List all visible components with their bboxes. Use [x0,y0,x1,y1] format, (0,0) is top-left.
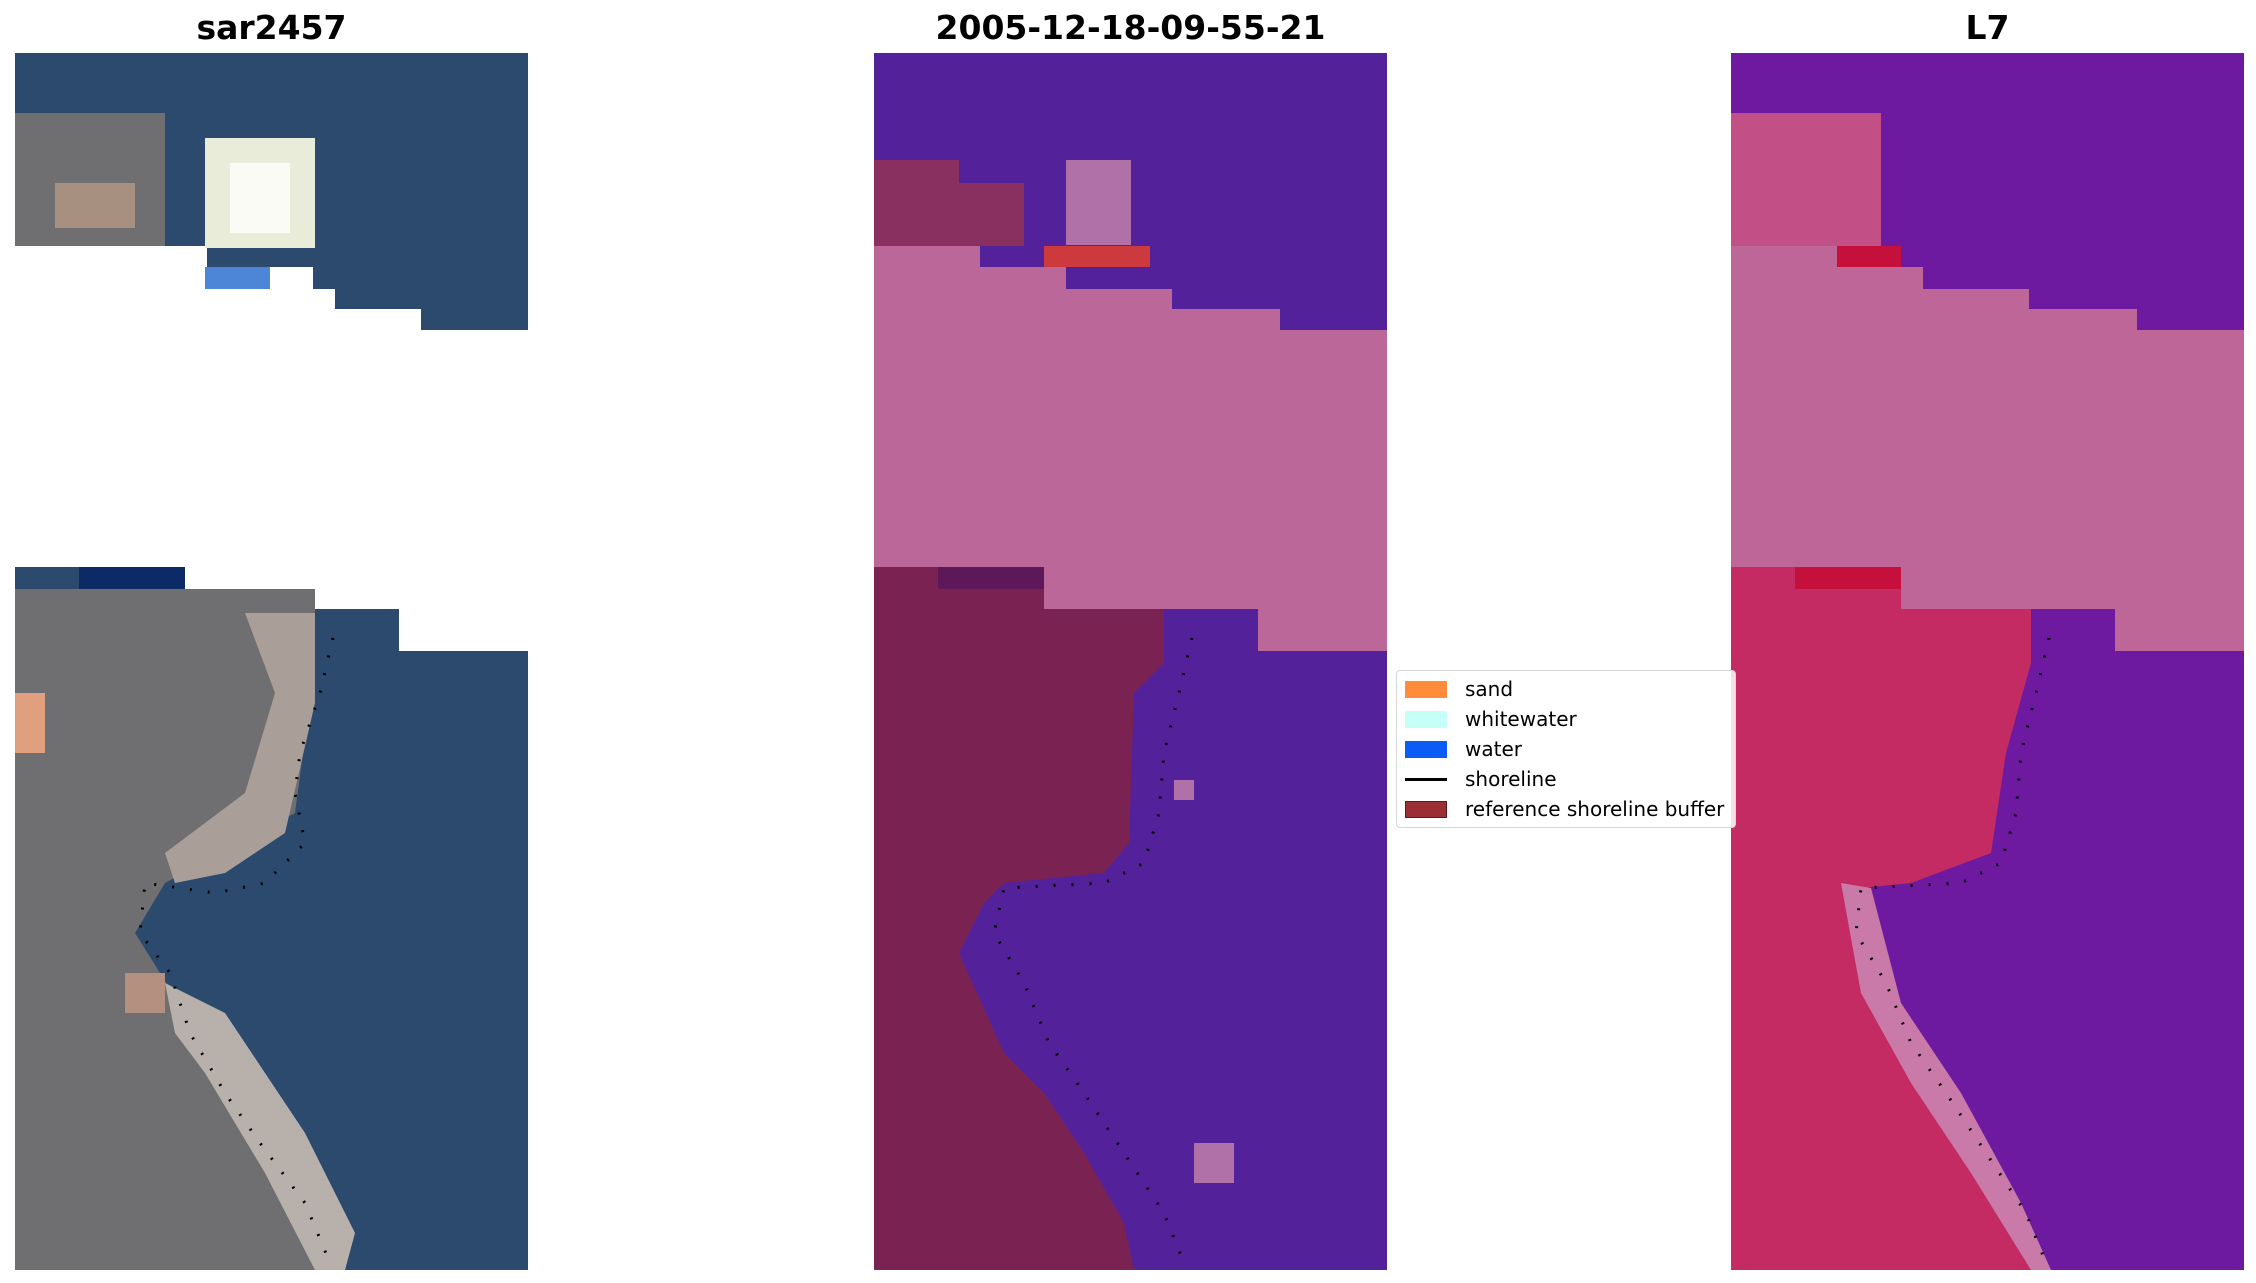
legend-line-shoreline [1405,777,1447,781]
class-small-patch-2 [1194,1143,1234,1183]
rgb-image [15,53,528,1270]
legend-swatch-reference-buffer [1405,800,1447,818]
rgb-blue-strip [205,267,270,289]
class-dark-strip [938,567,1044,589]
classified-image-panel [874,53,1387,1270]
panel-title-rgb: sar2457 [196,8,347,47]
nir-lower-land [1731,567,2031,1270]
nir-beach [1841,883,2051,1270]
legend-item-reference-buffer: reference shoreline buffer [1405,796,1724,822]
class-upper-land [874,160,1024,246]
rgb-lower-sand [165,613,315,883]
legend-swatch-whitewater [1405,710,1447,728]
rgb-beach-sand [165,983,355,1270]
class-lower-land [874,567,1164,1270]
nir-red-strip [1837,246,1901,267]
class-shoreline [992,637,1194,1264]
class-small-patch [1174,780,1194,800]
legend-label-reference-buffer: reference shoreline buffer [1465,797,1725,821]
rgb-image-panel [15,53,528,1270]
panel-title-classified: 2005-12-18-09-55-21 [935,8,1326,47]
class-buffer-band [874,246,1387,651]
legend-swatch-water [1405,740,1447,758]
rgb-sand-patch [55,183,135,228]
rgb-dark-strip [79,567,185,589]
rgb-bright-core [230,163,290,233]
legend-label-water: water [1465,737,1522,761]
class-pink-patch [1066,160,1131,245]
nir-upper-land [1731,113,1881,246]
nir-image-panel [1731,53,2244,1270]
legend-item-water: water [1405,736,1522,762]
legend-label-whitewater: whitewater [1465,707,1577,731]
nir-image [1731,53,2244,1270]
classified-image [874,53,1387,1270]
legend-item-sand: sand [1405,676,1513,702]
legend-label-shoreline: shoreline [1465,767,1557,791]
legend-label-sand: sand [1465,677,1514,701]
rgb-sand-spot [15,693,45,753]
rgb-sand-spot-2 [125,973,165,1013]
nir-red-strip-lower [1795,567,1901,589]
legend-swatch-sand [1405,680,1447,698]
legend-item-shoreline: shoreline [1405,766,1557,792]
nir-buffer-band [1731,246,2244,651]
class-sand-strip [1044,246,1150,267]
legend-item-whitewater: whitewater [1405,706,1577,732]
panel-title-nir: L7 [1965,8,2010,47]
legend: sand whitewater water shoreline referenc… [1396,670,1736,828]
